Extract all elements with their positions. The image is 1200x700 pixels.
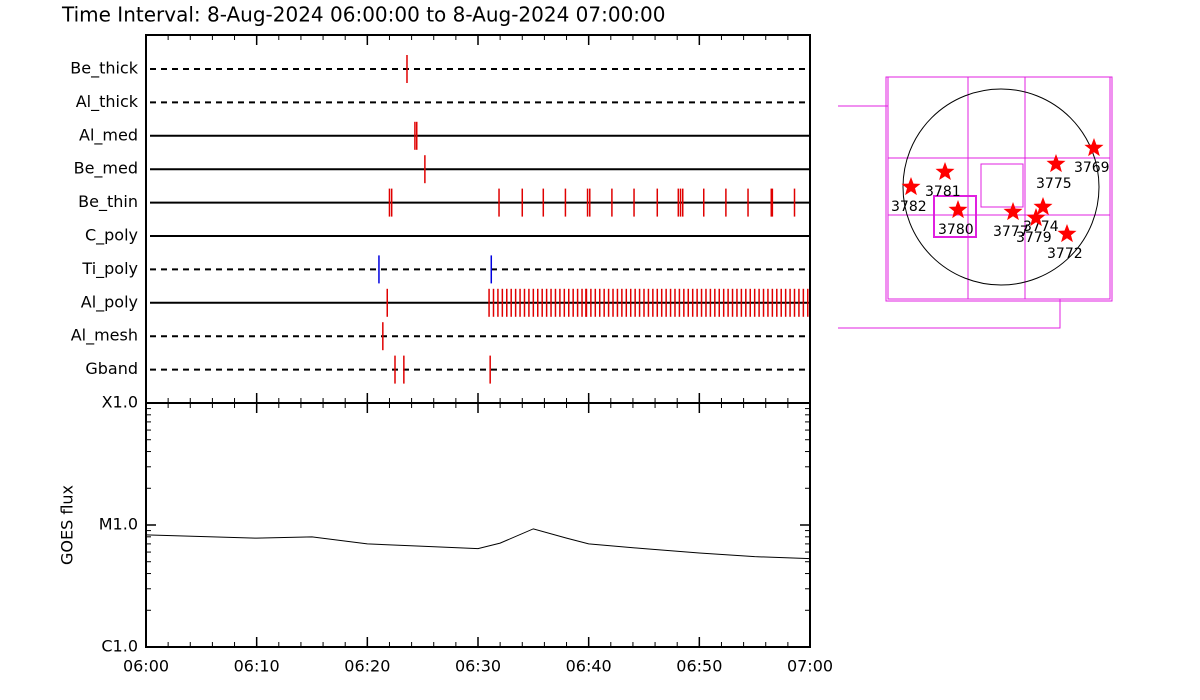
row-label: Be_med: [74, 159, 138, 179]
region-star: [1046, 154, 1066, 173]
goes-curve: [145, 528, 811, 560]
region-label: 3780: [938, 222, 974, 238]
y-tick-label: X1.0: [102, 393, 138, 412]
region-star: [1057, 224, 1077, 243]
x-tick-label: 06:50: [676, 657, 722, 676]
goes-frame: [145, 402, 811, 648]
region-label: 3775: [1036, 176, 1072, 192]
row-label: Al_poly: [81, 292, 138, 312]
region-star: [1033, 197, 1053, 216]
region-label: 3781: [925, 184, 961, 200]
x-tick-label: 06:40: [566, 657, 612, 676]
x-tick-label: 06:30: [455, 657, 501, 676]
region-star: [901, 177, 921, 196]
x-tick-label: 06:10: [234, 657, 280, 676]
x-tick-label: 07:00: [787, 657, 833, 676]
row-label: Al_med: [79, 125, 138, 145]
x-tick-label: 06:20: [344, 657, 390, 676]
map-box: [887, 76, 1111, 300]
map-box: [885, 76, 1113, 302]
timeline-frame: [145, 34, 811, 404]
region-star: [1084, 138, 1104, 157]
region-star: [1003, 202, 1023, 221]
x-tick-label: 06:00: [123, 657, 169, 676]
map-overlay: [838, 76, 1113, 329]
fov-box: [933, 195, 977, 238]
row-label: C_poly: [85, 226, 138, 246]
y-tick-label: M1.0: [99, 515, 138, 534]
region-label: 3769: [1074, 160, 1110, 176]
row-label: Al_thick: [76, 92, 139, 112]
chart-title: Time Interval: 8-Aug-2024 06:00:00 to 8-…: [61, 3, 666, 27]
row-label: Al_mesh: [71, 326, 138, 346]
region-star: [1026, 208, 1046, 227]
region-label: 3777: [993, 224, 1029, 240]
y-axis-label: GOES flux: [58, 485, 77, 565]
region-star: [935, 162, 955, 180]
solar-disk: [902, 88, 1100, 286]
row-label: Ti_poly: [81, 259, 138, 279]
region-label: 3772: [1047, 246, 1083, 262]
fov-box: [980, 163, 1024, 208]
row-label: Be_thick: [70, 59, 138, 79]
region-label: 3779: [1016, 230, 1052, 246]
y-tick-label: C1.0: [101, 637, 138, 656]
region-star: [948, 200, 968, 219]
region-label: 3782: [891, 199, 927, 215]
row-label: Be_thin: [78, 192, 138, 212]
row-label: Gband: [85, 359, 138, 378]
connector: [838, 299, 1061, 329]
